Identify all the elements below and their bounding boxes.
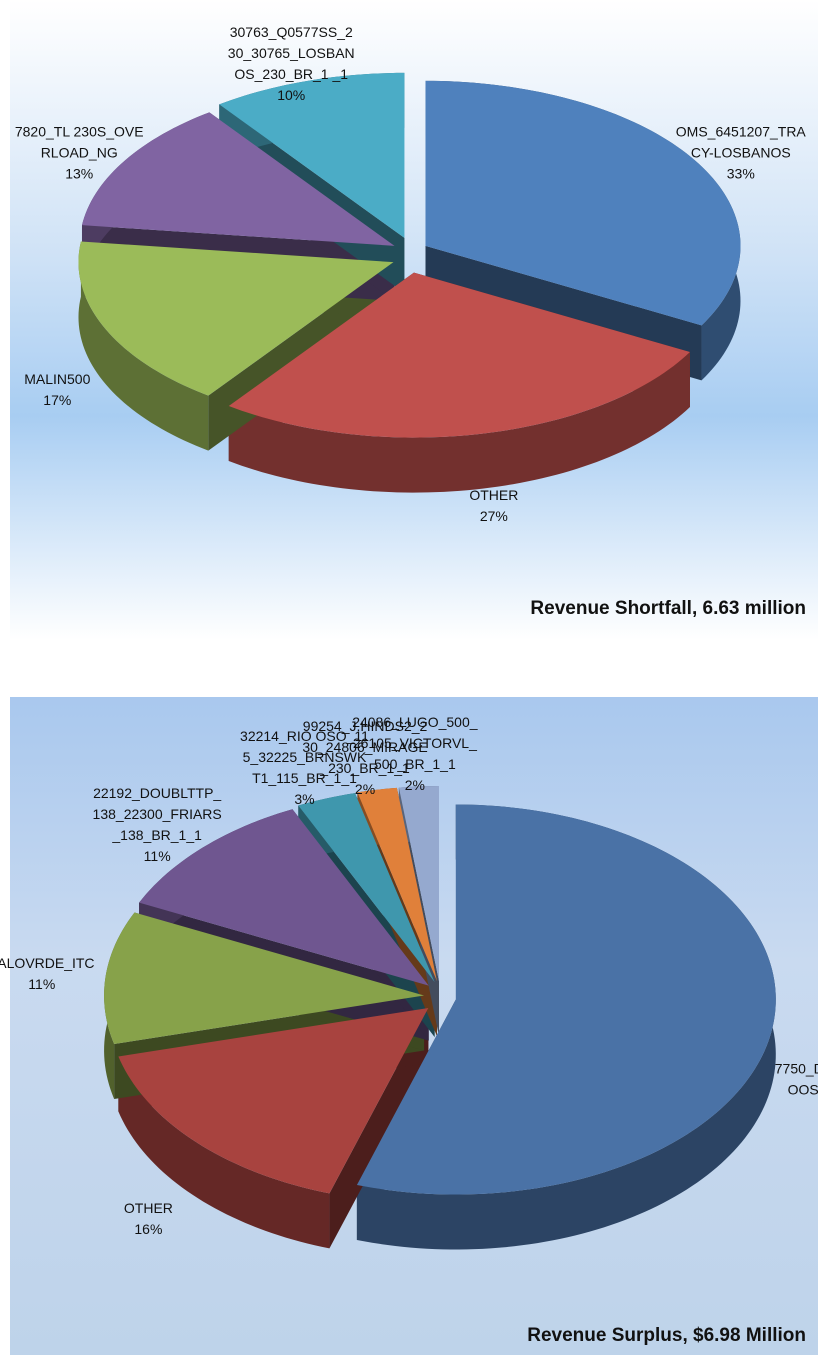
label-text: 22192_DOUBLTTP_138_22300_FRIARS_138_BR_1…: [92, 784, 222, 843]
label-text: PALOVRDE_ITC: [0, 955, 95, 972]
slice: [78, 241, 394, 396]
label-text: 11%: [143, 847, 171, 864]
label-text: 99254_J.HINDS2_230_24806_MIRAGE_230_BR_1…: [302, 717, 428, 776]
label-text: MALIN500: [24, 370, 91, 387]
label-text: 27%: [479, 508, 508, 525]
slice-label: 30763_Q0577SS_230_30765_LOSBANOS_230_BR_…: [226, 22, 356, 106]
slice-label: OTHER 16%: [83, 1198, 213, 1240]
slice-label: 24086_LUGO_500_26105_VICTORVL_500_BR_1_1…: [350, 712, 480, 796]
chart-title: Revenue Surplus, $6.98 Million: [527, 1325, 806, 1346]
label-text: OMS_6451207_TRACY-LOSBANOS: [675, 123, 806, 161]
slice: [81, 112, 395, 246]
slice-label: 32214_RIO OSO_115_32225_BRNSWKT1_115_BR_…: [240, 726, 370, 810]
pie-tops: [78, 72, 741, 438]
slice: [425, 80, 741, 326]
label-text: 33%: [726, 165, 755, 182]
slice-label: 7820_TL 230S_OVERLOAD_NG 13%: [14, 121, 144, 184]
slice-label: OTHER 27%: [429, 485, 559, 527]
slice-edge: [78, 241, 209, 451]
chart-panel: Revenue Surplus, $6.98 Million 7750_D-EC…: [0, 697, 818, 1355]
slice: [118, 1007, 429, 1194]
label-text: 11%: [28, 976, 56, 993]
slice-side: [329, 1007, 429, 1249]
label-text: OTHER: [123, 1199, 173, 1216]
slice-label: 99254_J.HINDS2_230_24806_MIRAGE_230_BR_1…: [300, 716, 430, 800]
label-text: 17%: [43, 391, 72, 408]
label-text: 13%: [65, 165, 94, 182]
slice: [357, 787, 438, 982]
chart-title: Revenue Shortfall, 6.63 million: [530, 598, 806, 619]
slice: [104, 912, 425, 1044]
slice-edge: [228, 352, 690, 493]
label-text: 30763_Q0577SS_230_30765_LOSBANOS_230_BR_…: [227, 23, 355, 82]
slice-label: MALIN500 17%: [0, 369, 122, 411]
slice-edge: [118, 1056, 330, 1249]
slice-edge: [356, 804, 776, 1250]
slice: [298, 793, 435, 982]
slice: [219, 72, 405, 238]
chart-panel: Revenue Shortfall, 6.63 million OMS_6451…: [10, 0, 818, 640]
label-text: 7820_TL 230S_OVERLOAD_NG: [14, 123, 144, 161]
label-text: 7750_D-ECASCO_OOS_CP6_NG: [774, 1060, 818, 1098]
label-text: 10%: [277, 86, 306, 103]
chart: [104, 786, 776, 1250]
slice: [228, 272, 690, 438]
label-text: 3%: [294, 790, 315, 807]
label-text: 55%: [770, 1101, 818, 1122]
label-text: 32214_RIO OSO_115_32225_BRNSWKT1_115_BR_…: [240, 727, 369, 786]
slice-label: 7750_D-ECASCO_OOS_CP6_NG 55%: [770, 1059, 818, 1122]
slice-label: 22192_DOUBLTTP_138_22300_FRIARS_138_BR_1…: [92, 783, 222, 867]
label-text: 2%: [404, 776, 425, 793]
slice-label: OMS_6451207_TRACY-LOSBANOS 33%: [676, 121, 806, 184]
slice-label: PALOVRDE_ITC 11%: [0, 953, 107, 995]
slice: [398, 786, 439, 982]
label-text: 16%: [134, 1220, 163, 1237]
pie-tops: [104, 786, 776, 1195]
label-text: OTHER: [469, 487, 519, 504]
slice: [139, 809, 429, 986]
slice: [356, 804, 776, 1195]
label-text: 24086_LUGO_500_26105_VICTORVL_500_BR_1_1: [352, 713, 478, 772]
label-text: 2%: [354, 780, 376, 797]
chart: [78, 72, 741, 493]
